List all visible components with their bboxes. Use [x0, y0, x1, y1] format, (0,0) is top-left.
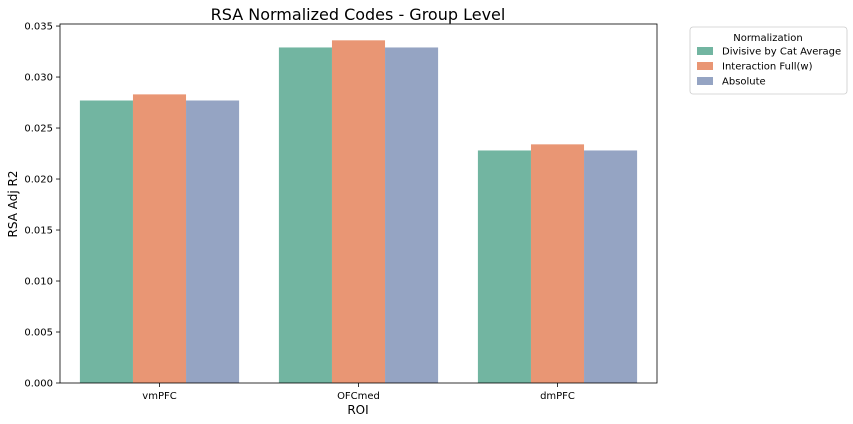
x-axis-ticks: vmPFC OFCmed dmPFC [142, 383, 575, 402]
legend-entry: Divisive by Cat Average [722, 47, 841, 58]
legend-swatch [697, 62, 713, 70]
legend-swatch [697, 77, 713, 85]
bar-ofcmed-series-2 [331, 40, 386, 384]
y-tick-label: 0.030 [24, 73, 53, 84]
x-tick-label: vmPFC [142, 391, 176, 402]
legend-box [689, 26, 848, 95]
y-tick-label: 0.035 [24, 22, 53, 33]
y-tick-label: 0.000 [24, 379, 53, 390]
y-tick-label: 0.025 [24, 124, 53, 135]
bar-ofcmed-series-3 [385, 47, 439, 383]
legend-entry: Absolute [722, 77, 766, 88]
bar-vmpfc-series-1 [79, 100, 133, 383]
y-tick-label: 0.005 [24, 328, 53, 339]
bar-dmpfc-series-1 [477, 150, 531, 383]
y-tick-label: 0.020 [24, 175, 53, 186]
y-axis-ticks: 0.000 0.005 0.010 0.015 0.020 0.025 0.030 0.035 [24, 22, 60, 390]
legend-swatch [697, 47, 713, 55]
y-tick-label: 0.010 [24, 277, 53, 288]
x-tick-label: OFCmed [337, 391, 380, 402]
legend-title: Normalization [733, 33, 803, 44]
bar-vmpfc-series-3 [186, 100, 240, 383]
bar-ofcmed-series-1 [278, 47, 332, 383]
bar-dmpfc-series-3 [584, 150, 638, 383]
x-tick-label: dmPFC [540, 391, 575, 402]
legend: Normalization Divisive by Cat Average Int… [689, 26, 848, 95]
chart-title: RSA Normalized Codes - Group Level [211, 5, 506, 24]
y-tick-label: 0.015 [24, 226, 53, 237]
bar-dmpfc-series-2 [530, 144, 585, 383]
y-axis-label: RSA Adj R2 [6, 171, 20, 238]
x-axis-label: ROI [347, 403, 368, 417]
bar-vmpfc-series-2 [132, 94, 187, 383]
legend-entry: Interaction Full(w) [722, 62, 813, 73]
bars-group [79, 40, 638, 384]
